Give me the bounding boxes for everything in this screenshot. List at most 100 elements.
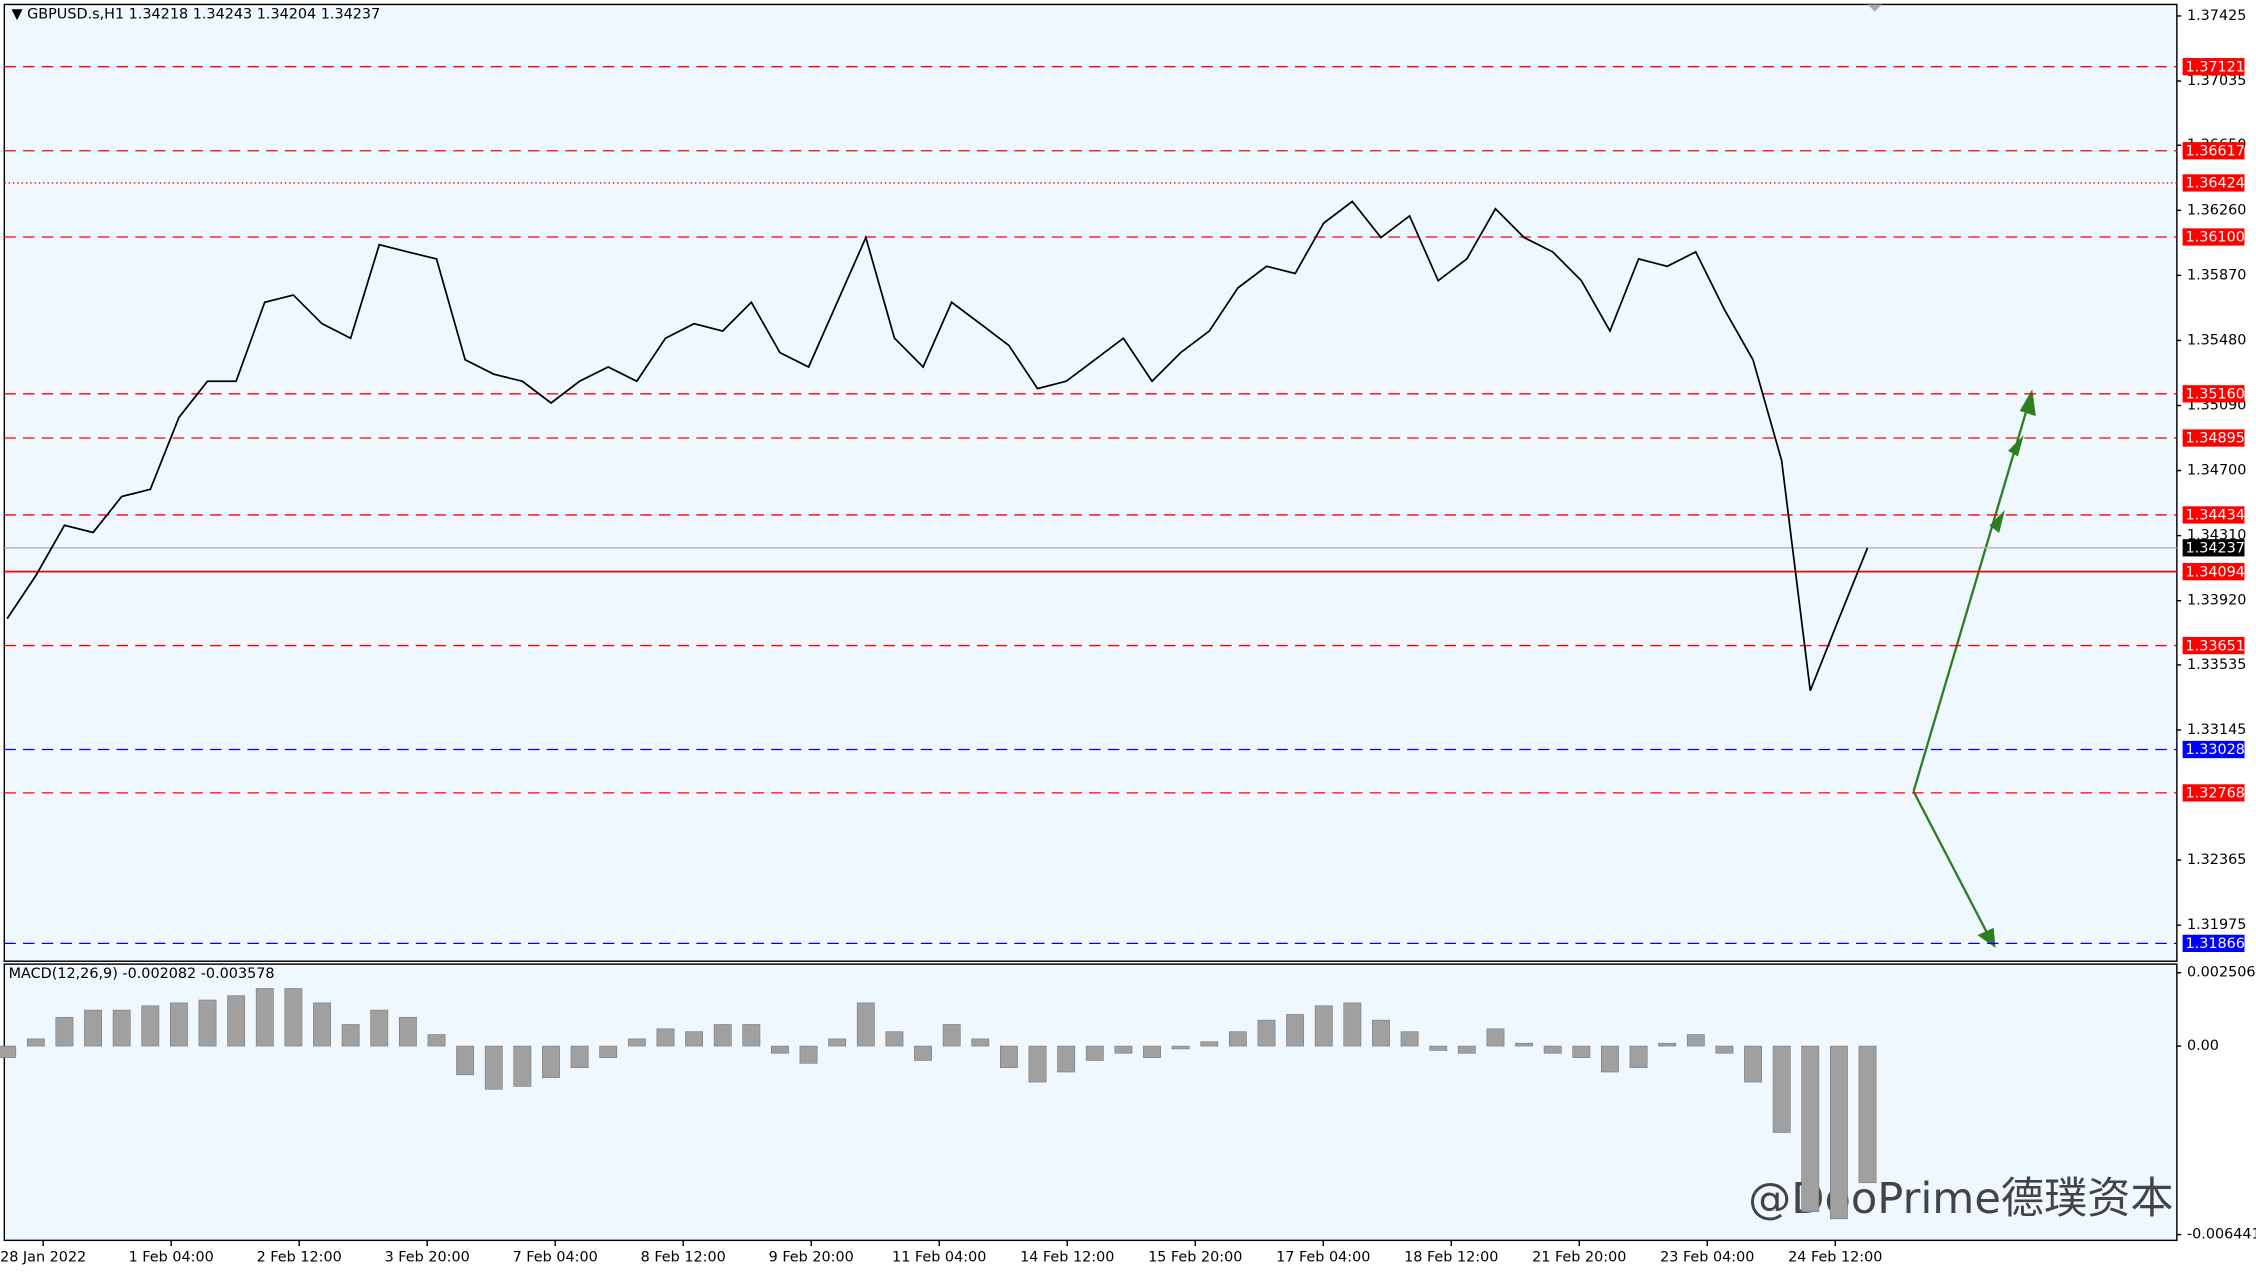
macd-bar [999, 1045, 1018, 1068]
macd-bar [828, 1038, 847, 1047]
level-label-box [2182, 636, 2245, 655]
forecast-arrows [1912, 389, 2036, 948]
level-label: 1.34434 [2186, 508, 2245, 524]
macd-bar [1801, 1045, 1820, 1212]
macd-bar [856, 1002, 875, 1047]
macd-bar [227, 995, 246, 1047]
macd-bar [141, 1005, 160, 1047]
y-tick-label: 1.37425 [2187, 8, 2246, 24]
macd-bar [1772, 1045, 1791, 1133]
level-label: 1.32768 [2186, 786, 2245, 802]
level-label-box [2182, 228, 2245, 246]
y-tick-label: -0.006441 [2187, 1227, 2256, 1243]
level-label: 1.36617 [2186, 143, 2245, 159]
macd-bar [1658, 1042, 1677, 1047]
macd-bar [0, 1045, 17, 1058]
level-label-box [2182, 142, 2245, 160]
macd-bar [55, 1016, 74, 1047]
open: 1.34218 [129, 7, 188, 23]
macd-bar [914, 1045, 932, 1061]
macd-signal: -0.003578 [201, 966, 275, 982]
macd-title: MACD(12,26,9) [9, 966, 118, 982]
arrowhead [1989, 510, 2005, 534]
macd-bar [799, 1045, 818, 1064]
x-tick-label: 15 Feb 20:00 [1148, 1250, 1242, 1266]
macd-bar [370, 1009, 389, 1047]
x-tick-label: 28 Jan 2022 [0, 1250, 86, 1266]
macd-bar [1601, 1045, 1619, 1073]
y-tick-label: 1.31975 [2187, 917, 2246, 933]
price-line [6, 200, 1869, 692]
macd-bar [542, 1045, 560, 1079]
macd-bar [398, 1016, 417, 1047]
high: 1.34243 [193, 7, 252, 23]
macd-bar [1372, 1019, 1390, 1047]
x-tick-label: 11 Feb 04:00 [892, 1250, 986, 1266]
y-tick-label: 1.35870 [2187, 267, 2246, 283]
y-tick-label: 0.00 [2187, 1038, 2219, 1054]
x-tick-label: 23 Feb 04:00 [1660, 1250, 1754, 1266]
level-label: 1.34895 [2186, 431, 2245, 447]
level-label: 1.34094 [2186, 564, 2245, 580]
level-label: 1.34237 [2186, 541, 2245, 557]
x-tick-label: 9 Feb 20:00 [769, 1250, 854, 1266]
macd-bar [1543, 1045, 1562, 1054]
macd-bar [1171, 1045, 1190, 1050]
y-tick-label: 0.002506 [2187, 965, 2256, 981]
macd-bar [1286, 1014, 1305, 1047]
macd-bar [971, 1038, 990, 1047]
macd-bar [627, 1038, 646, 1047]
level-label-box [2182, 385, 2245, 403]
level-label: 1.33028 [2186, 742, 2245, 758]
macd-bar [112, 1009, 131, 1047]
macd-bar [456, 1045, 475, 1076]
level-label: 1.31866 [2186, 936, 2245, 952]
level-label-box [2182, 539, 2245, 557]
y-tick-label: 1.35480 [2187, 332, 2246, 348]
y-tick-label: 1.33145 [2187, 722, 2246, 738]
macd-bar [1572, 1045, 1591, 1058]
macd-bar [1400, 1031, 1419, 1047]
macd-bar [284, 988, 303, 1047]
macd-bar [1314, 1005, 1333, 1047]
macd-bar [1629, 1045, 1648, 1068]
macd-bar [1829, 1045, 1848, 1220]
macd-bar [1228, 1031, 1247, 1047]
macd-bar [885, 1031, 904, 1047]
macd-bar [341, 1024, 360, 1047]
macd-bar [1486, 1028, 1505, 1047]
macd-bar [685, 1031, 704, 1047]
macd-bar [26, 1038, 45, 1047]
macd-bar [1457, 1045, 1476, 1054]
macd-bar [713, 1024, 732, 1047]
y-tick-label: 1.34700 [2187, 463, 2246, 479]
level-label-box [2182, 784, 2245, 802]
y-tick-label: 1.33535 [2187, 657, 2246, 673]
level-label-box [2182, 429, 2245, 447]
macd-bar [570, 1045, 589, 1068]
arrowhead [1977, 927, 1996, 948]
macd-bar [1429, 1045, 1448, 1051]
x-tick-label: 14 Feb 12:00 [1020, 1250, 1114, 1266]
arrow-up [1912, 402, 2030, 792]
scroll-marker [1867, 4, 1882, 12]
macd-bar [1257, 1019, 1276, 1047]
level-label-box [2182, 506, 2245, 524]
macd-bar [1858, 1045, 1877, 1184]
symbol: GBPUSD.s,H1 [27, 7, 124, 23]
macd-bar [771, 1045, 789, 1054]
low: 1.34204 [257, 7, 316, 23]
price-panel [3, 3, 2178, 962]
level-label-box [2182, 174, 2245, 192]
close: 1.34237 [321, 7, 380, 23]
arrow-down [1912, 790, 1991, 939]
macd-bar [1085, 1045, 1104, 1061]
macd-bar [742, 1024, 761, 1047]
macd-bar [1686, 1034, 1705, 1047]
x-tick-label: 21 Feb 20:00 [1532, 1250, 1626, 1266]
y-tick-label: 1.32365 [2187, 852, 2246, 868]
macd-bar [1515, 1042, 1534, 1047]
macd-bar [1200, 1041, 1219, 1047]
x-tick-label: 17 Feb 04:00 [1276, 1250, 1370, 1266]
